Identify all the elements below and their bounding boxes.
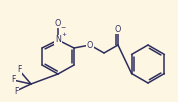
Text: F: F bbox=[14, 86, 18, 95]
Text: O: O bbox=[87, 40, 93, 49]
Text: N: N bbox=[55, 35, 61, 44]
Text: F: F bbox=[17, 65, 21, 74]
Text: O: O bbox=[55, 18, 61, 28]
Text: F: F bbox=[11, 75, 15, 84]
Text: +: + bbox=[61, 33, 66, 38]
Text: O: O bbox=[115, 24, 121, 33]
Text: −: − bbox=[60, 24, 66, 29]
